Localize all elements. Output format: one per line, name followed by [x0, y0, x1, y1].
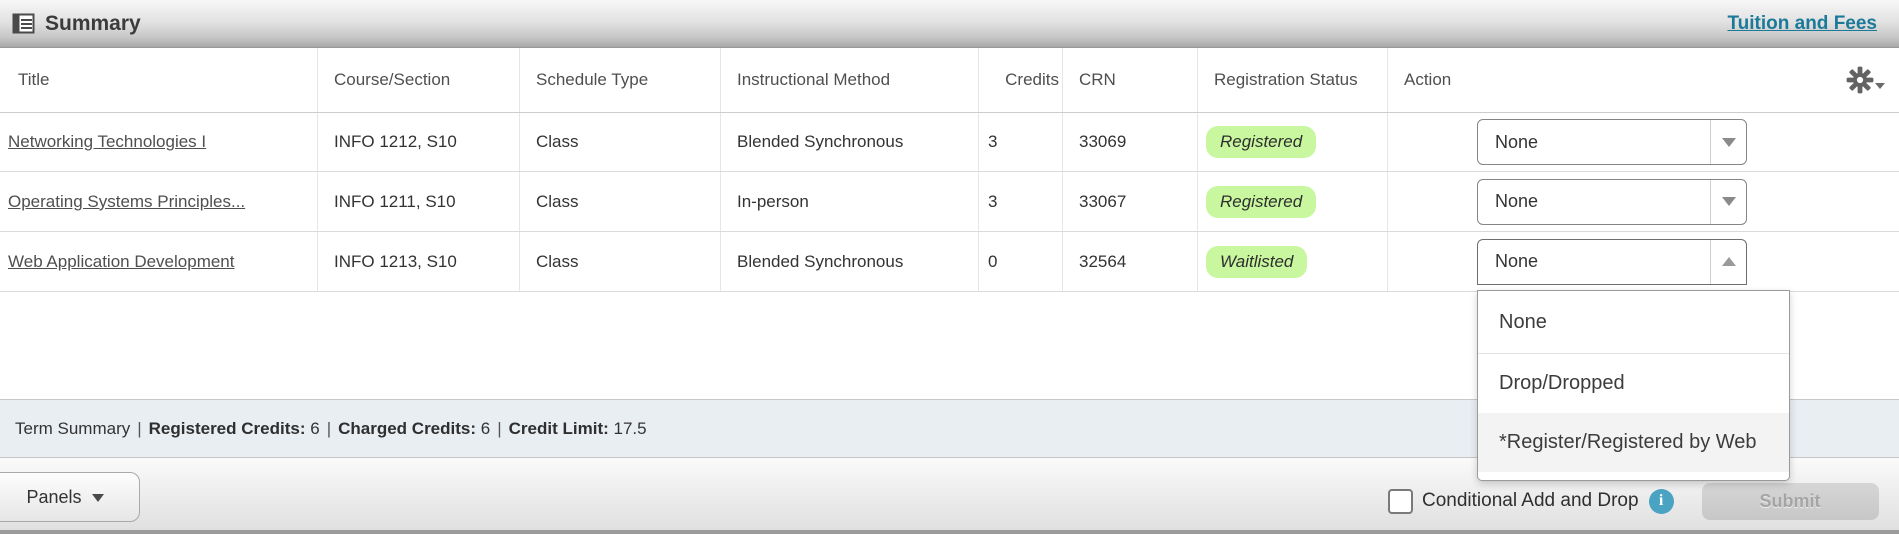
panel-title: Summary	[45, 11, 141, 35]
instructional-method-cell: Blended Synchronous	[721, 232, 979, 291]
credit-limit-value: 17.5	[613, 418, 647, 438]
chevron-up-icon	[1721, 257, 1736, 266]
col-title: Title	[0, 48, 318, 112]
instructional-method-cell: In-person	[721, 172, 979, 231]
credits-cell: 0	[979, 232, 1063, 291]
action-select[interactable]: None	[1477, 119, 1747, 165]
schedule-type-cell: Class	[520, 172, 721, 231]
summary-panel-icon	[12, 12, 35, 35]
status-badge: Registered	[1206, 185, 1317, 218]
select-arrow-button[interactable]	[1710, 239, 1746, 284]
conditional-add-drop-checkbox[interactable]	[1388, 488, 1413, 514]
table-row: Web Application Development INFO 1213, S…	[0, 232, 1899, 292]
action-select-open[interactable]: None	[1477, 238, 1747, 285]
dropdown-option-none[interactable]: None	[1478, 291, 1789, 354]
status-badge: Waitlisted	[1206, 245, 1308, 278]
registered-credits-value: 6	[310, 418, 320, 438]
col-course-section: Course/Section	[318, 48, 520, 112]
course-section-cell: INFO 1213, S10	[318, 232, 520, 291]
schedule-type-cell: Class	[520, 113, 721, 171]
panel-header-bar: Summary Tuition and Fees	[0, 0, 1899, 48]
tuition-and-fees-link[interactable]: Tuition and Fees	[1727, 12, 1877, 34]
course-section-cell: INFO 1212, S10	[318, 113, 520, 171]
term-summary-prefix: Term Summary	[15, 418, 131, 438]
course-title-link[interactable]: Networking Technologies I	[8, 132, 207, 151]
col-schedule-type: Schedule Type	[520, 48, 721, 112]
select-arrow-button[interactable]	[1710, 120, 1746, 164]
schedule-type-cell: Class	[520, 232, 721, 291]
chevron-down-icon	[1721, 197, 1736, 206]
course-title-link[interactable]: Operating Systems Principles...	[8, 191, 246, 211]
gear-icon	[1846, 66, 1874, 94]
select-arrow-button[interactable]	[1710, 179, 1746, 224]
charged-credits-label: Charged Credits:	[338, 418, 477, 438]
gear-caret-icon	[1875, 83, 1885, 89]
action-dropdown-menu: None Drop/Dropped *Register/Registered b…	[1477, 290, 1790, 481]
crn-cell: 32564	[1063, 232, 1198, 291]
credit-limit-label: Credit Limit:	[508, 418, 609, 438]
table-row: Operating Systems Principles... INFO 121…	[0, 172, 1899, 232]
col-instructional-method: Instructional Method	[721, 48, 979, 112]
conditional-add-drop-label: Conditional Add and Drop	[1422, 490, 1639, 511]
col-crn: CRN	[1063, 48, 1198, 112]
table-row: Networking Technologies I INFO 1212, S10…	[0, 113, 1899, 172]
table-header-row: Title Course/Section Schedule Type Instr…	[0, 48, 1899, 113]
crn-cell: 33067	[1063, 172, 1198, 231]
col-credits: Credits	[979, 48, 1063, 112]
instructional-method-cell: Blended Synchronous	[721, 113, 979, 171]
chevron-down-icon	[91, 494, 104, 502]
course-title-link[interactable]: Web Application Development	[8, 251, 235, 271]
credits-cell: 3	[979, 172, 1063, 231]
table-settings-button[interactable]	[1846, 66, 1899, 94]
col-action: Action	[1388, 48, 1899, 112]
chevron-down-icon	[1721, 137, 1736, 147]
course-section-cell: INFO 1211, S10	[318, 172, 520, 231]
info-icon[interactable]: i	[1648, 488, 1674, 514]
dropdown-option-drop[interactable]: Drop/Dropped	[1499, 372, 1625, 394]
action-select[interactable]: None	[1477, 178, 1747, 225]
status-badge: Registered	[1206, 126, 1317, 158]
registered-credits-label: Registered Credits:	[148, 418, 306, 438]
col-registration-status: Registration Status	[1198, 48, 1388, 112]
credits-cell: 3	[979, 113, 1063, 171]
dropdown-option-register[interactable]: *Register/Registered by Web	[1478, 413, 1789, 472]
charged-credits-value: 6	[480, 418, 491, 438]
submit-button[interactable]: Submit	[1701, 482, 1879, 520]
crn-cell: 33069	[1063, 113, 1198, 171]
panels-button[interactable]: Panels	[0, 472, 140, 522]
